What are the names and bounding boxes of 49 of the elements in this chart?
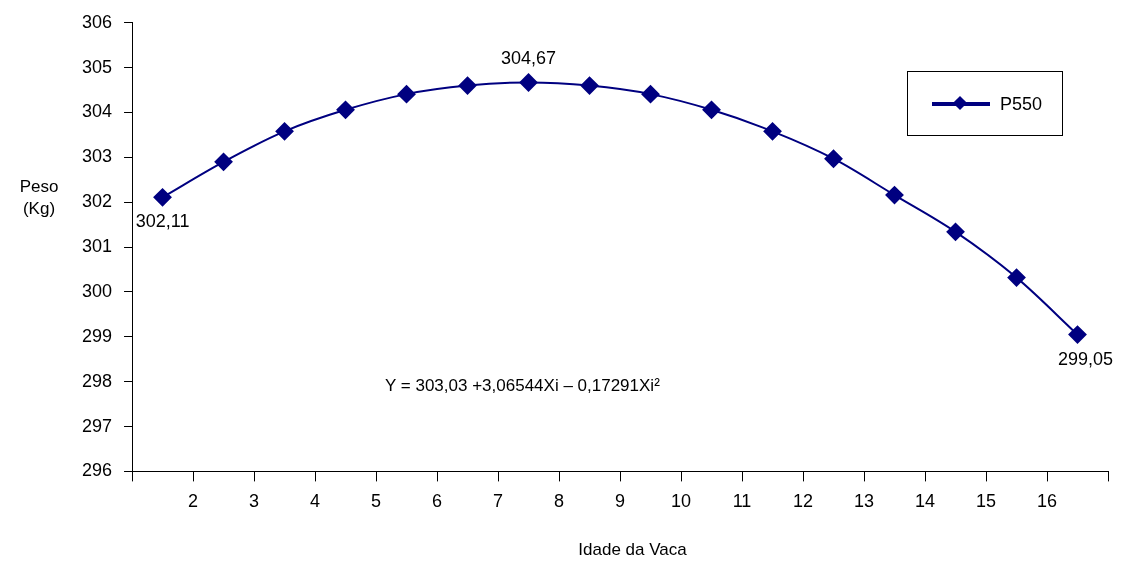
data-label: 299,05 [1057,348,1114,369]
point [641,85,660,104]
y-tick-label: 302 [81,191,113,212]
y-tick-label: 305 [81,56,113,77]
y-tick-label: 300 [81,280,113,301]
x-tick-label: 2 [188,491,199,512]
x-tick-label: 13 [853,491,875,512]
x-tick-label: 16 [1036,491,1058,512]
point [214,152,233,171]
point [458,76,477,95]
legend-label: P550 [999,93,1042,115]
x-tick-label: 7 [493,491,504,512]
point [580,76,599,95]
y-tick-label: 301 [81,236,113,257]
y-tick-label: 296 [81,460,113,481]
y-tick-label: 297 [81,415,113,436]
data-label: 304,67 [500,48,557,69]
point [153,188,172,207]
point [397,85,416,104]
data-label: 302,11 [135,211,190,232]
point [1068,325,1087,344]
point [885,186,904,205]
point [1007,268,1026,287]
x-tick-label: 12 [792,491,814,512]
y-tick-label: 306 [81,11,113,32]
y-tick-label: 304 [81,101,113,122]
point [824,149,843,168]
x-tick-label: 11 [732,491,752,512]
y-tick-label: 298 [81,370,113,391]
x-tick-label: 3 [249,491,260,512]
point [763,122,782,141]
x-tick-label: 8 [554,491,565,512]
x-tick-label: 5 [371,491,382,512]
x-tick-label: 15 [975,491,997,512]
x-tick-label: 6 [432,491,443,512]
point [946,222,965,241]
y-tick-label: 303 [81,146,113,167]
point [519,73,538,92]
point [702,100,721,119]
annotation: Y = 303,03 +3,06544Xi – 0,17291Xi² [385,375,661,395]
point [275,122,294,141]
x-tick-label: 10 [671,491,692,512]
x-tick-label: 4 [310,491,321,512]
x-tick-label: 9 [615,491,626,512]
y-tick-label: 299 [81,325,113,346]
x-axis-title: Idade da Vaca [577,540,688,560]
x-tick-label: 14 [914,491,936,512]
y-axis-title: Peso (Kg) [18,176,60,220]
point [336,100,355,119]
